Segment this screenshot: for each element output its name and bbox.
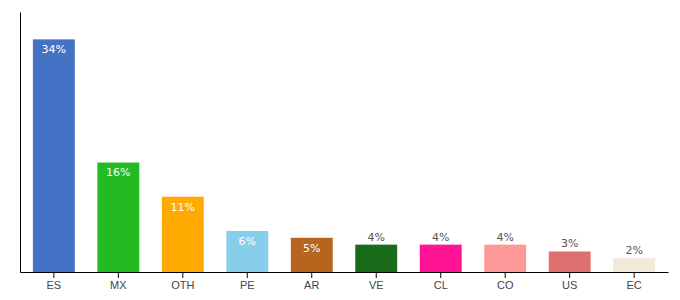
- x-tick: OTH: [171, 272, 194, 291]
- x-tick-label: CL: [434, 279, 448, 291]
- x-axis-line: [21, 272, 669, 273]
- data-label: 4%: [432, 231, 449, 244]
- x-tick: MX: [110, 272, 127, 291]
- x-tick-label: ES: [47, 279, 62, 291]
- x-tick: PE: [240, 272, 255, 291]
- data-label: 4%: [368, 231, 385, 244]
- bar: [613, 258, 655, 272]
- data-label: 11%: [171, 201, 195, 214]
- x-tick-mark: [634, 272, 635, 278]
- bar: [33, 39, 75, 272]
- x-tick-mark: [376, 272, 377, 278]
- x-tick-mark: [182, 272, 183, 278]
- x-tick-mark: [440, 272, 441, 278]
- x-tick-mark: [247, 272, 248, 278]
- bar: [162, 197, 204, 272]
- data-label: 3%: [561, 237, 578, 250]
- x-tick-mark: [569, 272, 570, 278]
- bar: [549, 251, 591, 272]
- data-labels: 34% 16% 11% 6% 5% 4% 4% 4% 3% 2%: [42, 43, 643, 257]
- x-tick: VE: [369, 272, 384, 291]
- x-tick-label: CO: [497, 279, 514, 291]
- x-tick-mark: [118, 272, 119, 278]
- data-label: 6%: [239, 235, 256, 248]
- plot: ES MX OTH PE AR VE CL CO US EC 34% 16% 11% 6% 5% 4% 4% 4%…: [21, 13, 669, 291]
- x-tick-label: AR: [304, 279, 319, 291]
- x-tick-label: MX: [110, 279, 127, 291]
- bar: [97, 163, 139, 272]
- bar: [291, 238, 333, 272]
- x-tick-label: US: [562, 279, 577, 291]
- data-label: 5%: [303, 242, 320, 255]
- data-label: 4%: [496, 231, 513, 244]
- bar: [226, 231, 268, 272]
- bar: [420, 245, 462, 272]
- x-axis: ES MX OTH PE AR VE CL CO US EC: [21, 272, 669, 291]
- x-tick: CL: [434, 272, 448, 291]
- data-label: 2%: [625, 244, 642, 257]
- x-tick-label: PE: [240, 279, 255, 291]
- x-tick-mark: [505, 272, 506, 278]
- chart: ES MX OTH PE AR VE CL CO US EC 34% 16% 11% 6% 5% 4% 4% 4%…: [0, 0, 680, 300]
- x-tick-label: EC: [627, 279, 642, 291]
- y-axis: [20, 13, 21, 273]
- x-tick: EC: [627, 272, 642, 291]
- bars: [33, 39, 655, 272]
- y-axis-line: [20, 13, 21, 273]
- x-tick: AR: [304, 272, 319, 291]
- data-label: 34%: [42, 43, 66, 56]
- x-tick: ES: [47, 272, 62, 291]
- data-label: 16%: [106, 166, 130, 179]
- x-tick-label: VE: [369, 279, 384, 291]
- x-tick-mark: [53, 272, 54, 278]
- bar: [484, 245, 526, 272]
- bar: [355, 245, 397, 272]
- x-tick-label: OTH: [171, 279, 194, 291]
- x-tick: US: [562, 272, 577, 291]
- x-tick: CO: [497, 272, 514, 291]
- x-tick-mark: [311, 272, 312, 278]
